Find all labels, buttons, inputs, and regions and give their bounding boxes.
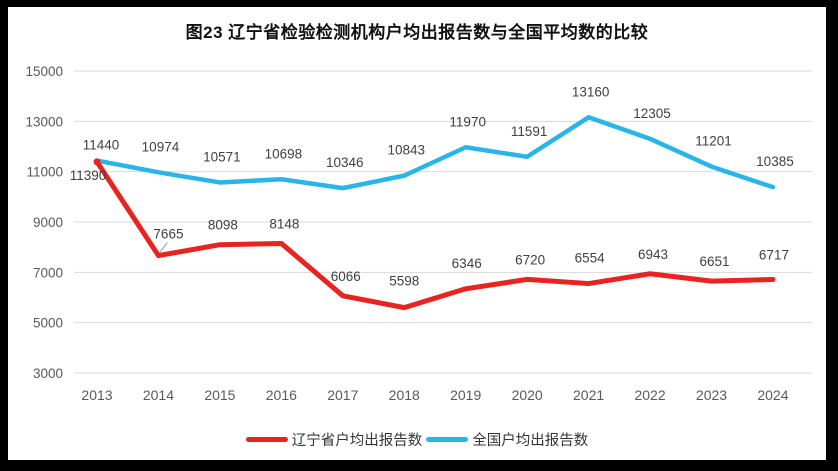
chart-legend: 辽宁省户均出报告数 全国户均出报告数: [8, 429, 826, 450]
data-label: 11201: [695, 134, 732, 149]
x-axis-tick-label: 2015: [204, 387, 235, 403]
data-label: 6717: [759, 247, 789, 262]
gridlines: 3000 5000 7000 9000 11000 13000 15000: [25, 64, 812, 381]
x-axis-tick-label: 2021: [573, 387, 604, 403]
national-series-line: [94, 115, 776, 191]
chart-title: 图23 辽宁省检验检测机构户均出报告数与全国平均数的比较: [185, 23, 649, 42]
x-axis-tick-label: 2019: [450, 387, 481, 403]
data-labels-series-1: 11440 10974 10571 10698 10346 10843 11970 11591…: [83, 84, 794, 170]
x-axis-labels: 2013 2014 2015 2016 2017 2018 2019 2020 2021 2022…: [81, 387, 788, 403]
chart-sheet: 3000 5000 7000 9000 11000 13000 15000 2013 2014 2…: [8, 7, 826, 460]
data-labels-series-0: 11390 7665 8098 8148 6066 5598 6346 6720 6554 694…: [70, 168, 789, 289]
liaoning-series-line: [94, 159, 776, 311]
legend-blue-line-icon: [426, 437, 469, 442]
data-label: 6554: [575, 251, 606, 266]
data-label: 10571: [203, 149, 241, 164]
data-label: 11591: [511, 124, 548, 139]
data-label: 10385: [756, 154, 794, 169]
data-label: 11390: [70, 168, 107, 183]
data-label: 10974: [142, 139, 180, 154]
y-axis-tick-label: 15000: [25, 64, 63, 79]
x-axis-tick-label: 2020: [512, 387, 543, 403]
data-label: 10698: [265, 146, 303, 161]
label-leader-line: [158, 242, 168, 253]
x-axis-tick-label: 2014: [143, 387, 174, 403]
data-label: 8148: [269, 216, 299, 231]
data-label: 11970: [449, 114, 486, 129]
legend-label-liaoning: 辽宁省户均出报告数: [291, 433, 423, 449]
data-label: 10346: [326, 155, 364, 170]
legend-label-national: 全国户均出报告数: [472, 433, 589, 449]
data-label: 6651: [699, 254, 729, 269]
x-axis-tick-label: 2018: [389, 387, 420, 403]
x-axis-tick-label: 2022: [634, 387, 665, 403]
legend-red-line-icon: [245, 437, 288, 442]
legend-item-liaoning: 辽宁省户均出报告数: [245, 429, 423, 450]
y-axis-tick-label: 11000: [26, 165, 63, 180]
x-axis-tick-label: 2023: [696, 387, 727, 403]
data-label: 8098: [208, 218, 238, 233]
data-label: 10843: [387, 143, 425, 158]
y-axis-tick-label: 9000: [33, 215, 63, 230]
x-axis-tick-label: 2017: [327, 387, 358, 403]
x-axis-tick-label: 2024: [757, 387, 788, 403]
y-axis-tick-label: 7000: [33, 265, 63, 280]
y-axis-tick-label: 5000: [33, 316, 63, 331]
data-label: 7665: [153, 227, 183, 242]
legend-item-national: 全国户均出报告数: [426, 429, 588, 450]
red-series-2013-marker: [93, 158, 101, 166]
data-label: 6720: [515, 252, 545, 267]
data-label: 12305: [633, 106, 671, 121]
data-label: 5598: [389, 274, 419, 289]
y-axis-tick-label: 13000: [25, 114, 63, 129]
data-label: 6943: [638, 247, 668, 262]
x-axis-tick-label: 2016: [266, 387, 297, 403]
data-label: 11440: [83, 138, 120, 153]
data-label: 6346: [452, 256, 482, 271]
y-axis-tick-label: 3000: [33, 366, 63, 381]
data-label: 13160: [572, 84, 610, 99]
x-axis-tick-label: 2013: [81, 387, 112, 403]
data-label: 6066: [331, 269, 361, 284]
